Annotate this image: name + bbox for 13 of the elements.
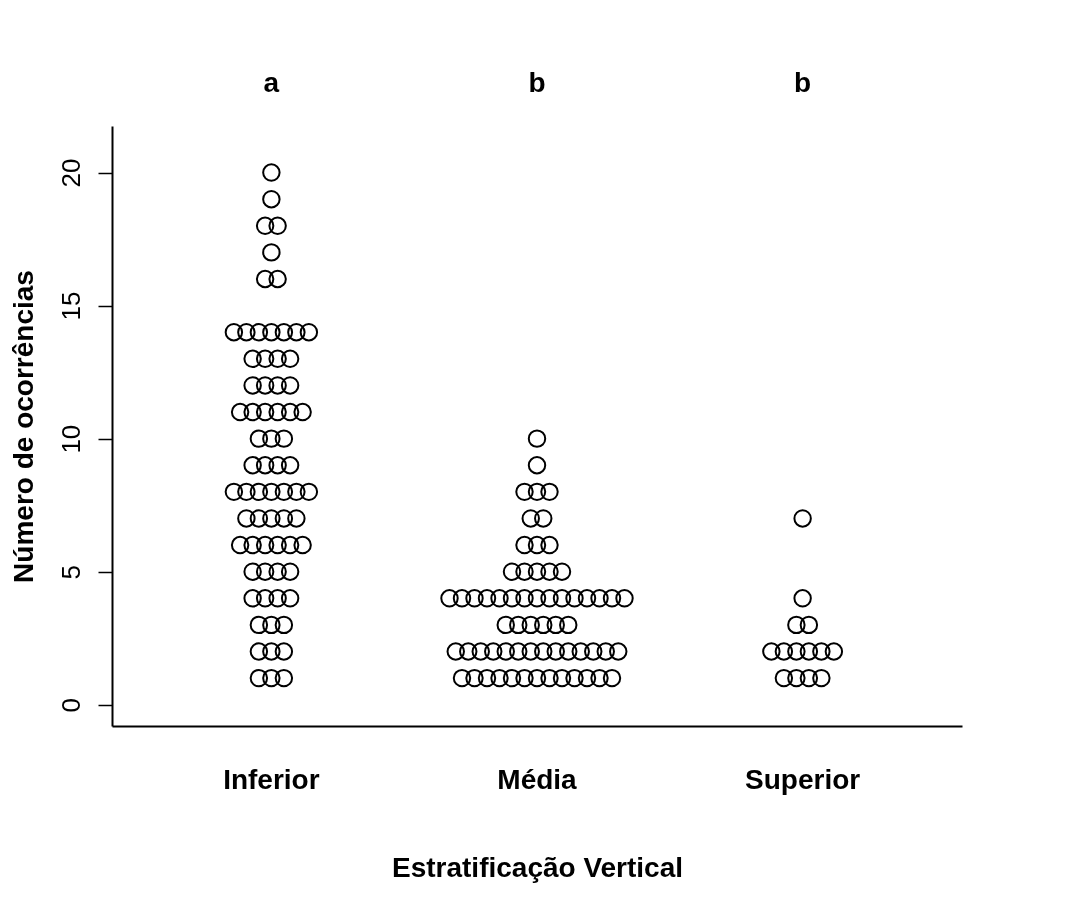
- y-axis-title: Número de ocorrências: [7, 270, 39, 583]
- x-tick-label: Inferior: [223, 763, 320, 795]
- y-tick-label: 15: [55, 291, 86, 321]
- text: a: [263, 67, 280, 98]
- y-tick-label: 20: [55, 158, 86, 188]
- y-tick-label: 10: [55, 424, 86, 454]
- x-tick-label: Média: [497, 763, 578, 795]
- y-tick-label: 0: [55, 697, 86, 713]
- text: b: [794, 67, 812, 98]
- x-axis-title: Estratificação Vertical: [391, 851, 684, 883]
- x-tick-label: Superior: [745, 763, 861, 795]
- y-tick-label: 5: [55, 564, 86, 580]
- text: b: [528, 67, 546, 98]
